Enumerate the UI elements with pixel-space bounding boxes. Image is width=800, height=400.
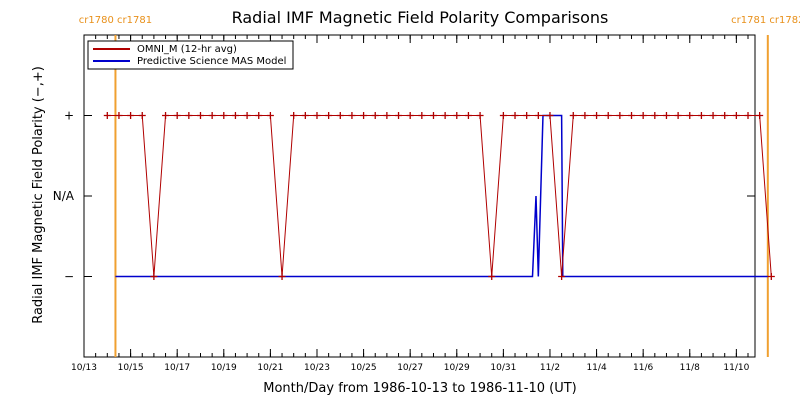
series-line-omni: [107, 115, 772, 277]
omni-point-marker: [686, 112, 694, 119]
omni-point-marker: [721, 112, 729, 119]
omni-point-marker: [348, 112, 356, 119]
omni-point-marker: [569, 112, 577, 119]
x-tick-label: 10/17: [164, 363, 190, 373]
omni-point-marker: [429, 112, 437, 119]
omni-point-marker: [301, 112, 309, 119]
omni-point-marker: [406, 112, 414, 119]
x-tick-label: 10/25: [351, 363, 377, 373]
x-tick-label: 10/23: [304, 363, 330, 373]
omni-point-marker: [208, 112, 216, 119]
x-tick-label: 11/10: [723, 363, 749, 373]
omni-point-marker: [453, 112, 461, 119]
plot-frame: [83, 34, 756, 358]
plot-area: 10/13 10/15 10/17 10/19 10/21 10/23 10/25 10/27…: [53, 34, 775, 373]
omni-point-marker: [266, 112, 274, 119]
omni-point-marker: [150, 273, 158, 280]
omni-point-marker: [662, 112, 670, 119]
omni-point-marker: [278, 273, 286, 280]
omni-point-marker: [523, 112, 531, 119]
x-axis-title: Month/Day from 1986-10-13 to 1986-11-10 …: [263, 381, 576, 396]
omni-point-marker: [639, 112, 647, 119]
omni-point-marker: [464, 112, 472, 119]
y-tick-label: +: [64, 109, 74, 123]
x-tick-label: 11/8: [680, 363, 700, 373]
carrington-label-left: cr1780 cr1781: [79, 15, 152, 26]
omni-point-marker: [173, 112, 181, 119]
omni-point-marker: [651, 112, 659, 119]
omni-point-marker: [231, 112, 239, 119]
x-tick-label: 10/21: [257, 363, 283, 373]
x-tick-label: 10/27: [397, 363, 423, 373]
omni-point-marker: [371, 112, 379, 119]
omni-point-marker: [476, 112, 484, 119]
omni-point-marker: [383, 112, 391, 119]
omni-point-marker: [558, 273, 566, 280]
omni-point-marker: [255, 112, 263, 119]
omni-point-marker: [581, 112, 589, 119]
carrington-label-right: cr1781 cr1782: [731, 15, 800, 26]
omni-point-marker: [593, 112, 601, 119]
legend-label-omni: OMNI_M (12-hr avg): [137, 44, 237, 55]
omni-point-marker: [732, 112, 740, 119]
series-line-mas: [115, 114, 768, 278]
omni-point-marker: [616, 112, 624, 119]
omni-point-marker: [546, 112, 554, 119]
omni-point-marker: [220, 112, 228, 119]
omni-point-marker: [103, 112, 111, 119]
omni-point-marker: [604, 112, 612, 119]
omni-point-marker: [674, 112, 682, 119]
omni-point-marker: [418, 112, 426, 119]
x-tick-label: 10/19: [211, 363, 237, 373]
omni-point-marker: [196, 112, 204, 119]
omni-point-marker: [185, 112, 193, 119]
omni-point-marker: [697, 112, 705, 119]
x-tick-label: 11/2: [540, 363, 560, 373]
omni-point-marker: [138, 112, 146, 119]
x-tick-label: 11/6: [633, 363, 653, 373]
x-tick-label: 11/4: [586, 363, 606, 373]
x-tick-label: 10/29: [444, 363, 470, 373]
omni-point-marker: [488, 273, 496, 280]
x-tick-label: 10/31: [490, 363, 516, 373]
omni-point-marker: [115, 112, 123, 119]
omni-point-marker: [499, 112, 507, 119]
omni-point-marker: [336, 112, 344, 119]
y-axis-title: Radial IMF Magnetic Field Polarity (−,+): [31, 66, 46, 324]
y-tick-label: N/A: [53, 189, 75, 203]
y-tick-label: −: [64, 270, 74, 284]
omni-point-marker: [767, 273, 775, 280]
omni-point-marker: [511, 112, 519, 119]
legend: OMNI_M (12-hr avg) Predictive Science MA…: [87, 40, 294, 70]
omni-point-marker: [628, 112, 636, 119]
omni-point-marker: [756, 112, 764, 119]
omni-point-marker: [243, 112, 251, 119]
omni-point-marker: [534, 112, 542, 119]
omni-point-marker: [360, 112, 368, 119]
omni-point-marker: [290, 112, 298, 119]
x-tick-label: 10/13: [71, 363, 97, 373]
x-tick-label: 10/15: [118, 363, 144, 373]
legend-box: [87, 40, 294, 70]
omni-point-marker: [313, 112, 321, 119]
omni-point-marker: [709, 112, 717, 119]
omni-point-marker: [395, 112, 403, 119]
omni-point-marker: [441, 112, 449, 119]
legend-label-mas: Predictive Science MAS Model: [137, 56, 286, 67]
omni-point-marker: [127, 112, 135, 119]
chart-title: Radial IMF Magnetic Field Polarity Compa…: [232, 8, 609, 27]
omni-point-marker: [162, 112, 170, 119]
omni-point-marker: [744, 112, 752, 119]
omni-point-marker: [325, 112, 333, 119]
